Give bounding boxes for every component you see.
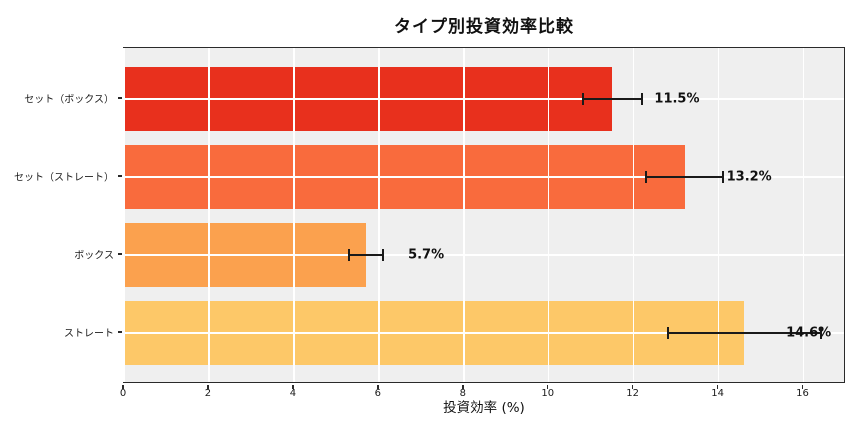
x-axis-tick <box>122 384 124 389</box>
x-axis-tick <box>546 384 549 389</box>
error-bar-cap <box>641 93 644 105</box>
plot-area: 11.5% 13.2% 5.7% 14.6% <box>123 47 845 383</box>
grid-line-vertical <box>717 48 720 382</box>
x-axis-tick-label: 4 <box>289 388 297 399</box>
error-bar-cap <box>645 171 648 183</box>
x-axis-tick-label: 8 <box>459 388 466 399</box>
y-axis-label: セット（ストレート） <box>14 172 114 184</box>
grid-line-horizontal <box>124 332 844 334</box>
grid-line-vertical <box>632 48 635 382</box>
grid-line-vertical <box>208 48 210 382</box>
x-axis-tick <box>462 384 464 389</box>
y-axis-tick <box>117 331 122 333</box>
error-bar-line <box>582 98 643 100</box>
chart-title: タイプ別投資効率比較 <box>394 17 574 37</box>
error-bar-cap <box>666 327 669 339</box>
grid-line-horizontal <box>124 254 844 256</box>
grid-line-vertical <box>123 48 125 382</box>
grid-line-vertical <box>802 48 805 382</box>
y-axis-tick <box>117 97 122 99</box>
value-label: 14.6% <box>786 325 832 341</box>
y-axis-label: セット（ボックス） <box>24 94 114 106</box>
error-bar-cap <box>348 249 351 261</box>
plot-inner: 11.5% 13.2% 5.7% 14.6% <box>123 48 844 382</box>
x-axis-tick-label: 12 <box>626 388 640 399</box>
value-label: 5.7% <box>408 247 445 263</box>
error-bar-line <box>667 332 821 334</box>
x-axis-tick-label: 0 <box>119 388 127 399</box>
x-axis-tick <box>716 384 719 389</box>
grid-line-vertical <box>378 48 380 382</box>
x-axis-tick-label: 6 <box>374 388 381 399</box>
grid-line-horizontal <box>124 176 844 178</box>
error-bar-cap <box>581 93 584 105</box>
x-axis-tick-label: 2 <box>204 388 212 399</box>
x-axis-tick <box>207 384 209 389</box>
grid-line-vertical <box>293 48 295 382</box>
y-axis-label: ボックス <box>74 250 114 262</box>
x-axis-tick-label: 16 <box>796 388 809 399</box>
grid-line-vertical <box>547 48 550 382</box>
error-bar-line <box>646 176 723 178</box>
error-bar-cap <box>382 249 385 261</box>
x-axis-tick <box>631 384 634 389</box>
y-axis-label: ストレート <box>64 328 114 340</box>
x-axis-tick-label: 14 <box>711 388 724 399</box>
x-axis-tick <box>801 384 804 389</box>
x-axis-tick-label: 10 <box>541 388 555 399</box>
grid-line-vertical <box>463 48 465 382</box>
x-axis-tick <box>292 384 294 389</box>
x-axis-title: 投資効率 (%) <box>443 400 525 416</box>
error-bar-line <box>349 254 384 256</box>
grid-line-horizontal <box>124 98 844 100</box>
error-bar-cap <box>721 171 724 183</box>
value-label: 13.2% <box>726 169 772 185</box>
y-axis-tick <box>117 253 122 255</box>
x-axis-tick <box>377 384 379 389</box>
error-bar-cap <box>819 327 822 339</box>
value-label: 11.5% <box>654 91 700 107</box>
y-axis-tick <box>117 175 122 177</box>
